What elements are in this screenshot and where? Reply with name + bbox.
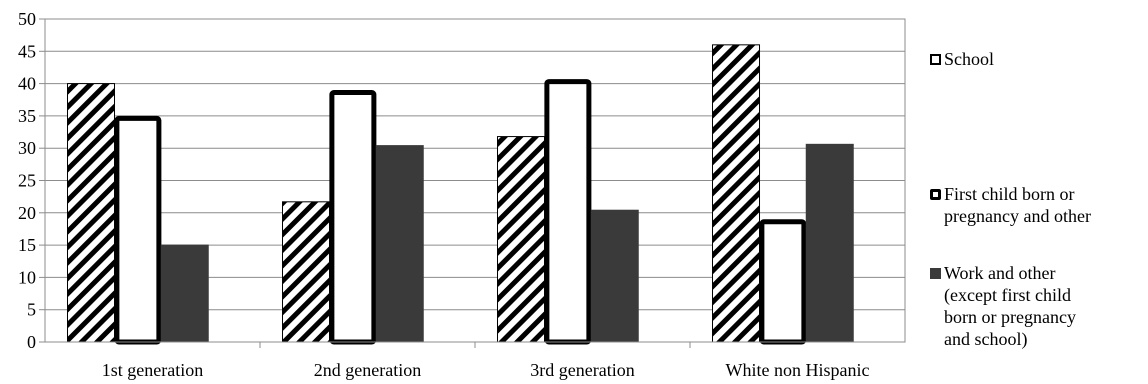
y-tick-label: 25 <box>18 171 36 191</box>
y-tick-label: 0 <box>27 332 36 352</box>
bar-first-child <box>759 219 807 345</box>
y-tick-label: 35 <box>18 106 36 126</box>
legend-label-first-child-line2: pregnancy and other <box>944 206 1091 226</box>
bar-work <box>375 145 424 343</box>
x-tick-label: 1st generation <box>102 360 203 380</box>
x-tick-label: White non Hispanic <box>726 360 870 380</box>
bar-first-child <box>544 79 592 345</box>
legend-label-work-line2: (except first child <box>944 285 1071 305</box>
y-tick-label: 5 <box>27 300 36 320</box>
y-tick-label: 30 <box>18 138 36 158</box>
bar-work <box>160 244 209 343</box>
legend-label-first-child-line1: First child born or <box>944 184 1075 204</box>
legend-label-work-line1: Work and other <box>944 263 1056 283</box>
bar-school <box>712 44 761 343</box>
legend-item-first-child: First child born or pregnancy and other <box>930 183 1091 227</box>
y-tick-label: 10 <box>18 267 36 287</box>
y-tick-label: 45 <box>18 41 36 61</box>
bar-school <box>282 201 331 343</box>
legend-label-work-line3: born or pregnancy <box>944 307 1076 327</box>
legend-item-work: Work and other (except first child born … <box>930 262 1076 350</box>
x-tick-label: 3rd generation <box>530 360 634 380</box>
legend-item-school: School <box>930 48 994 70</box>
x-tick-labels: 1st generation 2nd generation 3rd generati… <box>102 360 870 380</box>
legend-label-school: School <box>944 49 995 69</box>
bars <box>67 44 854 345</box>
bar-work <box>805 143 854 343</box>
bar-work <box>590 209 639 343</box>
legend-swatch-work <box>930 268 941 279</box>
legend-swatch-school <box>930 54 941 65</box>
bar-first-child <box>114 115 162 345</box>
y-tick-label: 15 <box>18 235 36 255</box>
bar-school <box>67 83 116 343</box>
legend: School First child born or pregnancy and… <box>930 0 1148 384</box>
legend-label-work-line4: and school) <box>944 329 1028 349</box>
legend-swatch-first-child <box>930 189 941 200</box>
bar-first-child <box>329 90 377 345</box>
x-tick-label: 2nd generation <box>314 360 421 380</box>
bar-school <box>497 136 546 343</box>
y-tick-label: 50 <box>18 9 36 29</box>
axes <box>39 18 906 348</box>
y-tick-label: 20 <box>18 203 36 223</box>
bar-chart: 0 5 10 15 20 25 30 35 40 45 50 1st generation 2nd g… <box>18 9 906 380</box>
y-tick-label: 40 <box>18 74 36 94</box>
y-tick-labels: 0 5 10 15 20 25 30 35 40 45 50 <box>18 9 36 352</box>
